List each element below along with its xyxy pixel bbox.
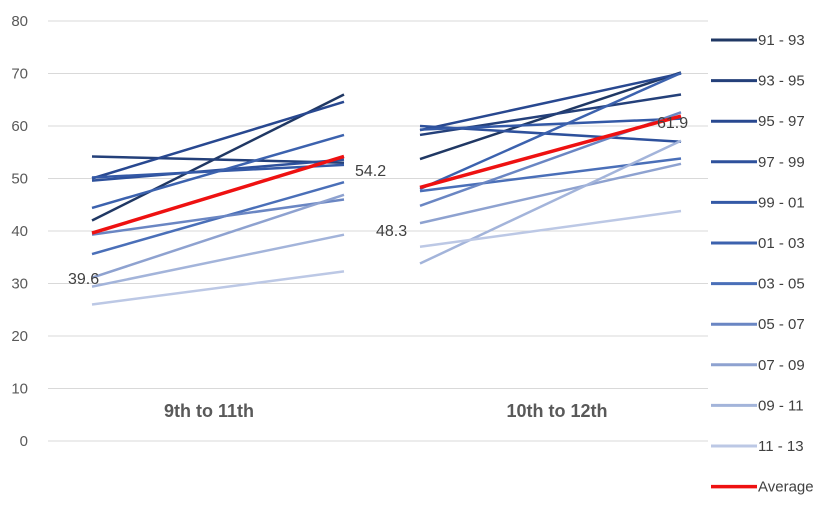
series-line-09-11-1 (419, 139, 682, 265)
series-line-07-09-1 (419, 162, 682, 225)
legend-label-0: 91 - 93 (758, 32, 805, 49)
series-line-11-13-0 (91, 270, 345, 306)
y-tick-80: 80 (11, 13, 28, 30)
legend-label-9: 09 - 11 (758, 397, 804, 414)
legend-label-7: 05 - 07 (758, 316, 805, 333)
y-tick-70: 70 (11, 66, 28, 83)
y-tick-30: 30 (11, 276, 28, 293)
series-line-99-01-1 (419, 117, 682, 131)
series-line-Average-1 (419, 114, 682, 190)
series-line-95-97-0 (91, 100, 345, 180)
series-line-07-09-0 (91, 193, 345, 279)
legend-label-6: 03 - 05 (758, 276, 805, 293)
series-line-01-03-0 (91, 133, 345, 210)
series-line-95-97-1 (419, 72, 682, 132)
legend-label-11: Average (758, 479, 814, 496)
series-line-Average-0 (91, 154, 345, 235)
y-tick-20: 20 (11, 328, 28, 345)
series-line-05-07-0 (91, 198, 345, 236)
gridlines (48, 20, 708, 442)
legend-label-5: 01 - 03 (758, 235, 805, 252)
legend-label-1: 93 - 95 (758, 73, 805, 90)
series-line-11-13-1 (419, 209, 682, 248)
data-labels: 39.6 54.2 48.3 61.9 (68, 115, 688, 288)
group-label-0: 9th to 11th (164, 401, 254, 421)
legend-label-4: 99 - 01 (758, 194, 805, 211)
y-tick-60: 60 (11, 118, 28, 135)
legend-label-3: 97 - 99 (758, 154, 805, 171)
y-tick-50: 50 (11, 171, 28, 188)
data-label-average-start-2: 48.3 (376, 223, 407, 240)
y-axis-ticks: 0 10 20 30 40 50 60 70 80 (11, 13, 28, 450)
legend-label-8: 07 - 09 (758, 357, 805, 374)
series-lines (91, 71, 682, 306)
data-label-average-end-2: 61.9 (657, 115, 688, 132)
group-labels: 9th to 11th 10th to 12th (164, 401, 608, 421)
series-line-01-03-1 (419, 71, 682, 191)
legend: 91 - 93 93 - 95 95 - 97 97 - 99 99 - 01 01 - … (711, 32, 814, 496)
data-label-average-start-1: 39.6 (68, 271, 99, 288)
series-line-93-95-0 (91, 155, 345, 164)
y-tick-40: 40 (11, 223, 28, 240)
group-label-1: 10th to 12th (506, 401, 607, 421)
series-line-03-05-1 (419, 157, 682, 193)
data-label-average-end-1: 54.2 (355, 163, 386, 180)
y-tick-10: 10 (11, 381, 28, 398)
legend-label-2: 95 - 97 (758, 113, 805, 130)
y-tick-0: 0 (20, 433, 28, 450)
legend-label-10: 11 - 13 (758, 438, 804, 455)
series-line-09-11-0 (91, 233, 345, 288)
